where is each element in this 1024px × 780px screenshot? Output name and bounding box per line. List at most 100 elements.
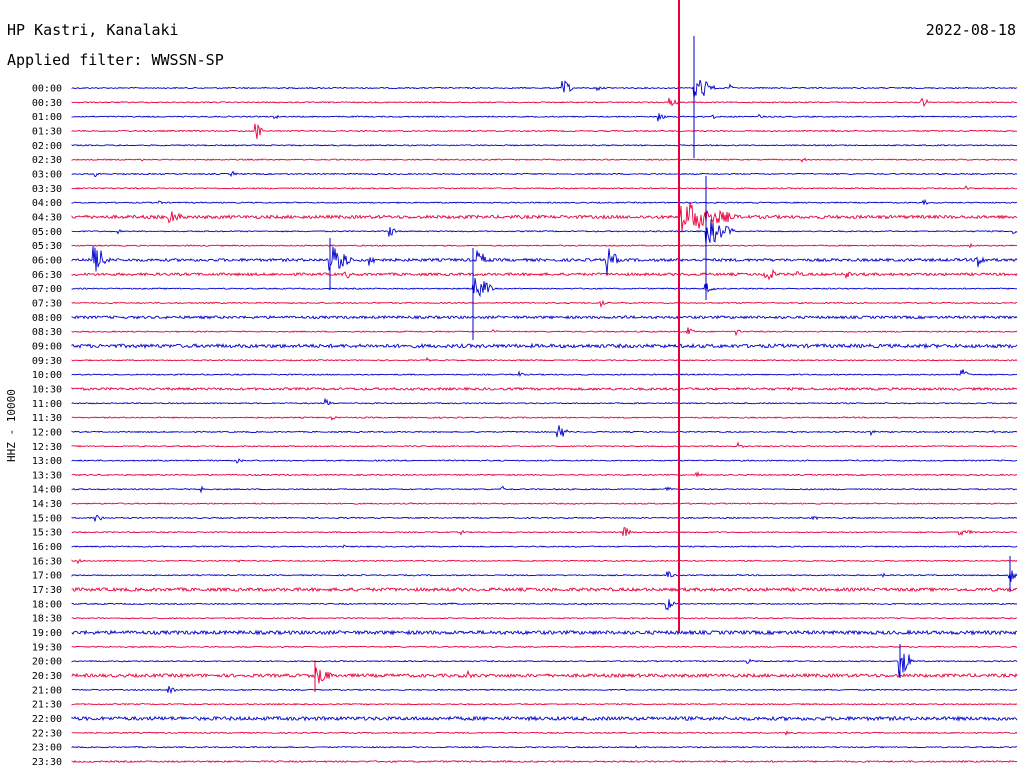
trace-line [71, 415, 1018, 421]
trace-line [71, 246, 1018, 275]
trace-line [71, 123, 1017, 140]
row-time-label: 18:00 [32, 599, 62, 610]
row-time-label: 00:00 [32, 84, 62, 95]
row-time-label: 16:00 [32, 542, 62, 553]
row-time-label: 07:00 [32, 284, 62, 295]
row-time-label: 23:30 [32, 757, 62, 768]
trace-line [71, 485, 1018, 494]
trace-line [71, 616, 1017, 620]
trace-line [71, 685, 1018, 695]
row-time-label: 08:30 [32, 327, 62, 338]
trace-line [71, 356, 1018, 362]
row-time-label: 15:00 [32, 513, 62, 524]
date-label: 2022-08-18 [925, 21, 1016, 39]
row-time-label: 05:30 [32, 241, 62, 252]
row-time-label: 11:00 [32, 399, 62, 410]
trace-line [71, 97, 1018, 108]
row-time-label: 12:30 [32, 442, 62, 453]
trace-line [71, 653, 1018, 678]
row-time-label: 14:00 [32, 485, 62, 496]
trace-line [71, 544, 1018, 549]
trace-line [71, 702, 1018, 706]
trace-line [71, 386, 1018, 392]
row-time-label: 05:00 [32, 227, 62, 238]
trace-line [71, 730, 1018, 736]
filter-label: Applied filter: WWSSN-SP [7, 51, 224, 69]
row-time-label: 21:30 [32, 700, 62, 711]
trace-line [71, 470, 1018, 477]
trace-line [71, 185, 1018, 191]
row-time-label: 22:00 [32, 714, 62, 725]
row-time-label: 20:30 [32, 671, 62, 682]
trace-line [71, 157, 1018, 163]
trace-line [71, 458, 1018, 464]
trace-line [71, 170, 1018, 178]
trace-line [71, 759, 1018, 764]
row-time-label: 12:00 [32, 427, 62, 438]
trace-line [71, 425, 1018, 438]
row-time-label: 03:00 [32, 169, 62, 180]
trace-line [71, 570, 1018, 582]
trace-line [71, 268, 1018, 281]
row-time-label: 22:30 [32, 728, 62, 739]
trace-line [71, 299, 1017, 309]
row-time-label: 01:30 [32, 126, 62, 137]
row-time-label: 17:00 [32, 571, 62, 582]
trace-line [71, 113, 1018, 122]
row-time-label: 16:30 [32, 556, 62, 567]
row-time-label: 19:00 [32, 628, 62, 639]
trace-line [71, 79, 1018, 99]
row-time-label: 06:00 [32, 255, 62, 266]
trace-line [71, 502, 1018, 505]
row-time-label: 10:00 [32, 370, 62, 381]
trace-line [71, 629, 1018, 636]
row-time-label: 10:30 [32, 384, 62, 395]
station-title: HP Kastri, Kanalaki [7, 21, 179, 39]
row-time-label: 23:00 [32, 743, 62, 754]
row-time-label: 09:30 [32, 356, 62, 367]
trace-line [71, 277, 1018, 298]
trace-line [71, 715, 1018, 722]
trace-line [71, 342, 1018, 350]
trace-line [71, 242, 1018, 249]
trace-line [71, 514, 1017, 522]
row-time-label: 14:30 [32, 499, 62, 510]
trace-line [71, 599, 1018, 611]
row-time-label: 18:30 [32, 614, 62, 625]
trace-line [71, 667, 1018, 684]
row-time-label: 15:30 [32, 528, 62, 539]
trace-line [71, 397, 1018, 406]
row-time-label: 11:30 [32, 413, 62, 424]
trace-line [71, 202, 1018, 231]
row-time-label: 04:00 [32, 198, 62, 209]
trace-line [71, 745, 1018, 749]
row-time-label: 00:30 [32, 98, 62, 109]
row-time-label: 02:30 [32, 155, 62, 166]
row-time-label: 01:00 [32, 112, 62, 123]
row-time-label: 06:30 [32, 270, 62, 281]
row-time-label: 21:00 [32, 685, 62, 696]
trace-line [71, 327, 1018, 337]
row-time-label: 08:00 [32, 313, 62, 324]
trace-line [71, 441, 1017, 449]
row-time-label: 19:30 [32, 642, 62, 653]
row-time-label: 13:30 [32, 470, 62, 481]
trace-line [71, 558, 1018, 565]
row-time-label: 03:30 [32, 184, 62, 195]
row-time-label: 02:00 [32, 141, 62, 152]
row-time-label: 09:00 [32, 341, 62, 352]
row-time-label: 04:30 [32, 212, 62, 223]
row-time-label: 13:00 [32, 456, 62, 467]
trace-line [71, 369, 1018, 378]
trace-line [71, 219, 1018, 246]
trace-line [71, 314, 1018, 320]
trace-line [71, 645, 1018, 649]
trace-line [71, 198, 1018, 205]
row-time-label: 17:30 [32, 585, 62, 596]
row-time-label: 07:30 [32, 298, 62, 309]
trace-line [71, 527, 1018, 536]
trace-line [71, 586, 1018, 593]
row-time-label: 20:00 [32, 657, 62, 668]
trace-line [71, 144, 1018, 147]
